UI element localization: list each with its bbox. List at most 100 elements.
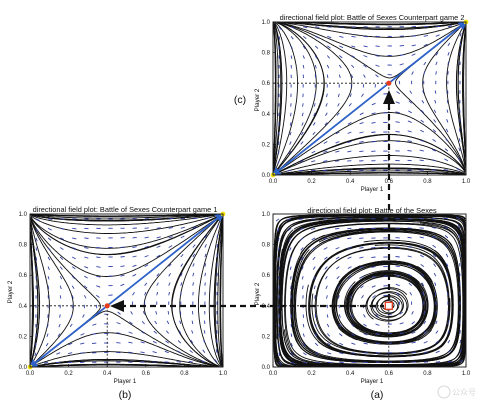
quiver-arrow — [116, 332, 121, 334]
quiver-arrow — [350, 314, 354, 318]
streamline — [32, 351, 215, 367]
quiver-arrow — [165, 330, 170, 334]
quiver-arrow — [399, 332, 404, 334]
quiver-arrow — [34, 352, 37, 357]
quiver-arrow — [180, 291, 182, 296]
x-tick-label: 0.2 — [307, 371, 316, 377]
equilibrium-point — [384, 301, 393, 310]
quiver-arrow — [395, 121, 400, 123]
quiver-arrow — [156, 282, 159, 286]
chart-panel-b: directional field plot: Battle of Sexes … — [7, 205, 228, 401]
quiver-arrow — [419, 227, 424, 229]
streamline — [281, 219, 465, 366]
streamline — [219, 224, 223, 365]
quiver-arrow — [327, 45, 331, 49]
y-tick-label: 0.4 — [262, 112, 271, 118]
quiver-arrow — [129, 321, 133, 325]
watermark-text: 公众号 — [452, 388, 476, 397]
quiver-arrow — [351, 55, 356, 58]
streamline — [30, 235, 33, 360]
quiver-arrow — [459, 339, 462, 344]
quiver-arrow — [168, 263, 172, 267]
quiver-arrow — [59, 295, 62, 299]
y-tick-label: 0.0 — [262, 365, 271, 371]
quiver-arrow — [180, 235, 185, 239]
streamline — [290, 229, 461, 364]
quiver-arrow — [204, 272, 206, 277]
quiver-arrow — [423, 340, 428, 344]
quiver-arrow — [420, 263, 425, 267]
quiver-arrow — [443, 217, 448, 220]
quiver-arrow — [302, 64, 305, 69]
quiver-arrow — [433, 272, 437, 277]
chart-marks: 0.0 0.2 0.4 0.6 0.8 1.0 0.0 0.2 0.4 0.6 0.8 1.0 — [19, 211, 228, 377]
quiver-arrow — [363, 342, 368, 345]
quiver-arrow — [92, 323, 97, 326]
quiver-arrow — [445, 128, 449, 133]
quiver-arrow — [371, 112, 376, 115]
quiver-arrow — [141, 320, 145, 325]
quiver-arrow — [359, 112, 364, 116]
quiver-arrow — [420, 254, 425, 258]
streamline — [422, 22, 466, 171]
quiver-arrow — [323, 227, 328, 230]
plot-frame — [272, 213, 467, 368]
quiver-arrow — [290, 342, 293, 347]
quiver-arrow — [302, 352, 307, 356]
quiver-arrow — [290, 36, 294, 40]
quiver-arrow — [166, 320, 170, 325]
quiver-arrow — [191, 320, 194, 325]
quiver-arrow — [96, 256, 101, 259]
quiver-arrow — [325, 112, 328, 117]
quiver-arrow — [399, 342, 404, 344]
quiver-arrow — [339, 352, 344, 355]
quiver-arrow — [325, 285, 328, 290]
quiver-arrow — [34, 343, 37, 347]
quiver-arrow — [407, 246, 412, 248]
quiver-arrow — [288, 150, 292, 155]
quiver-arrow — [300, 247, 304, 251]
quiver-arrow — [46, 323, 49, 328]
quiver-arrow — [299, 160, 304, 163]
quiver-arrow — [407, 255, 412, 258]
quiver-arrow — [347, 256, 352, 260]
quiver-arrow — [302, 285, 304, 290]
quiver-arrow — [456, 216, 461, 220]
quiver-arrow — [447, 52, 450, 56]
quiver-arrow — [351, 64, 355, 69]
quiver-arrow — [84, 237, 89, 239]
quiver-arrow — [290, 26, 296, 29]
quiver-arrow — [278, 26, 282, 30]
quiver-arrow — [288, 237, 292, 242]
quiver-arrow — [290, 361, 296, 365]
streamline — [208, 216, 223, 366]
quiver-arrow — [311, 227, 316, 230]
quiver-arrow — [325, 275, 328, 280]
quiver-arrow — [140, 331, 145, 334]
quiver-arrow — [188, 360, 193, 363]
quiver-arrow — [407, 264, 412, 268]
quiver-arrow — [326, 93, 328, 98]
transition-connectors — [110, 90, 395, 312]
quiver-arrow — [459, 42, 462, 46]
quiver-arrow — [301, 131, 304, 136]
quiver-arrow — [375, 55, 380, 57]
quiver-arrow — [313, 276, 316, 280]
quiver-arrow — [423, 34, 428, 37]
quiver-arrow — [423, 61, 427, 66]
quiver-arrow — [69, 323, 73, 328]
quiver-arrow — [375, 333, 380, 335]
quiver-arrow — [371, 131, 376, 133]
quiver-arrow — [423, 320, 427, 325]
quiver-arrow — [419, 139, 424, 142]
quiver-arrow — [432, 254, 437, 258]
quiver-arrow — [290, 55, 293, 59]
quiver-arrow — [301, 112, 304, 117]
streamline — [332, 260, 438, 344]
quiver-arrow — [323, 141, 328, 144]
quiver-arrow — [176, 350, 182, 354]
quiver-arrow — [180, 282, 183, 286]
quiver-arrow — [337, 295, 340, 299]
quiver-arrow — [435, 361, 441, 363]
quiver-arrow — [56, 352, 61, 355]
